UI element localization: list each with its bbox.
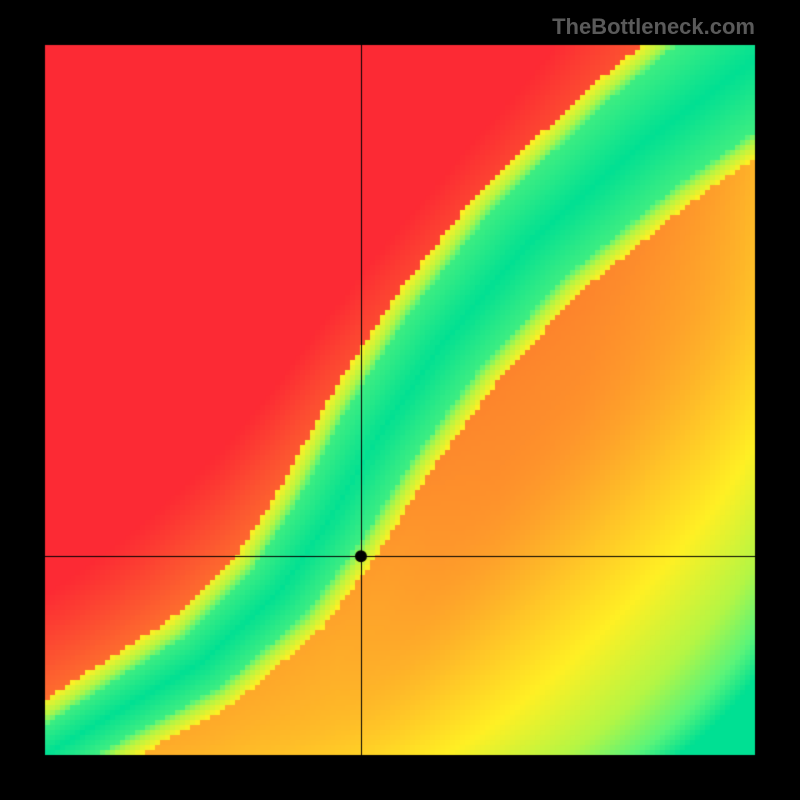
watermark-text: TheBottleneck.com [552,14,755,40]
chart-container: TheBottleneck.com [0,0,800,800]
heatmap-canvas [0,0,800,800]
